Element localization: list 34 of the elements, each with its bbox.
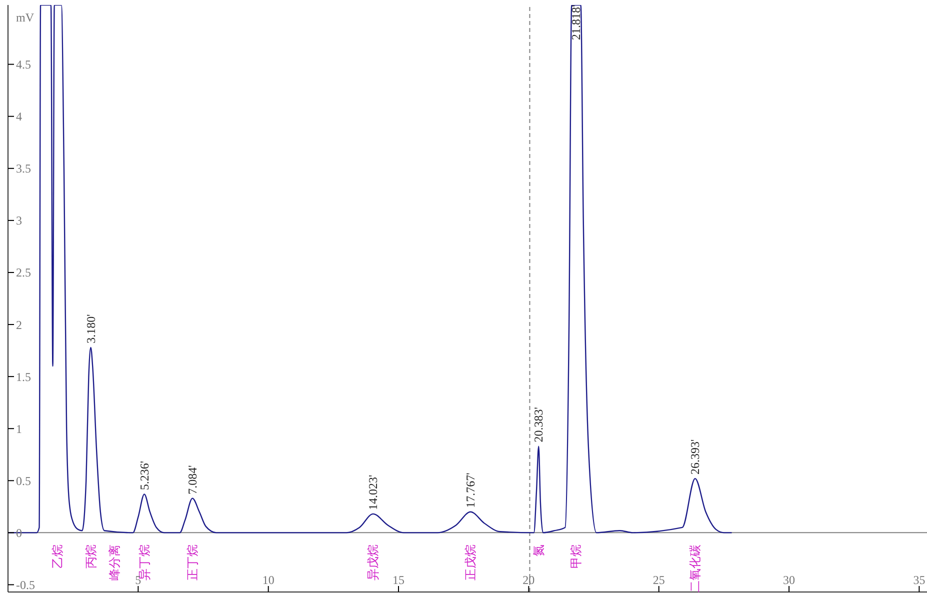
annotation: 20.383'	[532, 407, 546, 442]
y-tick-label: 2	[16, 318, 22, 332]
x-tick-label: 20	[522, 573, 535, 587]
annotation: 17.767'	[464, 472, 478, 508]
annotation: 氮	[532, 544, 546, 557]
y-tick-label: 3	[16, 214, 22, 228]
y-tick-label: 1	[16, 422, 22, 436]
annotation: 二氧化碳	[688, 544, 702, 593]
y-tick-label: -0.5	[16, 578, 35, 592]
annotation: 甲烷	[569, 544, 584, 569]
annotation: 峰分离	[108, 544, 122, 581]
y-tick-label: 0.5	[16, 474, 31, 488]
x-tick-label: 15	[392, 573, 405, 587]
y-tick-label: 1.5	[16, 370, 31, 384]
y-tick-label: 3.5	[16, 162, 31, 176]
x-tick-label: 10	[262, 573, 274, 587]
annotation: 14.023'	[366, 474, 380, 510]
x-tick-label: 25	[652, 573, 665, 587]
annotation: 5.236'	[137, 460, 152, 490]
annotation: 乙烷	[50, 544, 64, 569]
annotation: 正丁烷	[185, 544, 200, 581]
y-tick-label: 2.5	[16, 266, 31, 280]
y-tick-label: 4.5	[16, 58, 31, 72]
y-axis-title: mV	[16, 10, 34, 25]
annotation: 丙烷	[84, 544, 98, 569]
annotation: 21.818'	[569, 4, 584, 40]
annotation: 3.180'	[84, 314, 98, 344]
y-tick-label: 4	[16, 110, 22, 124]
annotation: 26.393'	[688, 439, 702, 475]
annotation: 7.084'	[185, 465, 200, 494]
x-tick-label: 35	[913, 573, 926, 587]
annotation: 正戊烷	[464, 544, 478, 581]
annotation: 异戊烷	[366, 544, 380, 581]
x-tick-label: 30	[783, 573, 796, 587]
